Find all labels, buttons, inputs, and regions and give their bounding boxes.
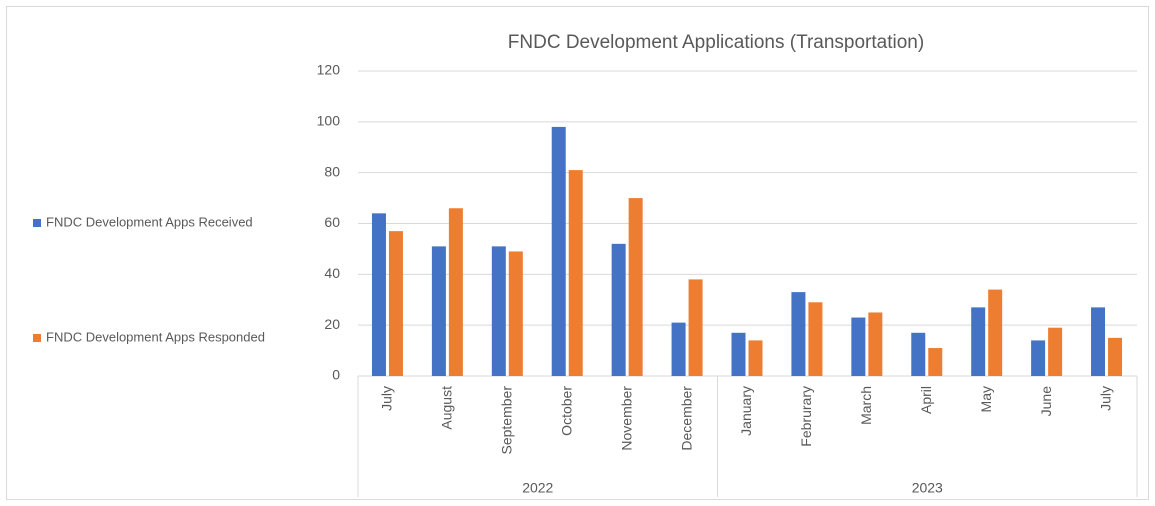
bar: [508, 251, 523, 376]
bar: [791, 292, 806, 376]
legend-swatch: [33, 334, 41, 342]
x-tick-label: October: [558, 386, 574, 436]
bar: [688, 279, 703, 376]
bar: [551, 126, 566, 377]
bar: [971, 307, 986, 376]
bar: [491, 246, 506, 376]
bar: [371, 213, 386, 376]
legend-label: FNDC Development Apps Responded: [46, 329, 265, 344]
chart-frame: [6, 6, 1149, 500]
x-tick-label: January: [738, 386, 754, 436]
bar: [731, 332, 746, 376]
legend-swatch: [33, 219, 41, 227]
bar: [928, 348, 943, 376]
group-label: 2023: [912, 480, 943, 496]
bar: [988, 289, 1003, 376]
bar: [568, 170, 583, 376]
bar: [431, 246, 446, 376]
x-tick-label: July: [379, 386, 395, 411]
x-tick-label: November: [618, 386, 634, 451]
bar: [671, 322, 686, 376]
bar: [1108, 337, 1123, 376]
y-tick-label: 100: [317, 113, 341, 129]
x-tick-label: April: [918, 386, 934, 414]
legend-label: FNDC Development Apps Received: [46, 214, 253, 229]
y-tick-label: 120: [317, 62, 341, 78]
x-tick-label: March: [858, 386, 874, 425]
group-label: 2022: [522, 480, 553, 496]
chart-title: FNDC Development Applications (Transport…: [508, 32, 924, 53]
y-tick-label: 80: [324, 163, 340, 179]
bar: [851, 317, 866, 376]
bar: [611, 243, 626, 376]
x-tick-label: May: [978, 386, 994, 412]
bar: [448, 208, 463, 376]
x-tick-label: July: [1098, 386, 1114, 411]
x-tick-label: Februrary: [798, 386, 814, 447]
bar: [1091, 307, 1106, 376]
y-tick-label: 40: [324, 265, 340, 281]
bar: [808, 302, 823, 376]
x-tick-label: June: [1038, 386, 1054, 417]
bar: [1031, 340, 1046, 376]
x-tick-label: September: [499, 386, 515, 455]
bar: [911, 332, 926, 376]
bar: [1048, 327, 1063, 376]
y-tick-label: 20: [324, 316, 340, 332]
x-tick-label: August: [439, 386, 455, 430]
x-tick-label: December: [678, 386, 694, 451]
y-tick-label: 0: [332, 367, 340, 383]
y-tick-label: 60: [324, 214, 340, 230]
bar: [628, 198, 643, 376]
bar: [388, 231, 403, 376]
bar: [748, 340, 763, 376]
bar: [868, 312, 883, 376]
